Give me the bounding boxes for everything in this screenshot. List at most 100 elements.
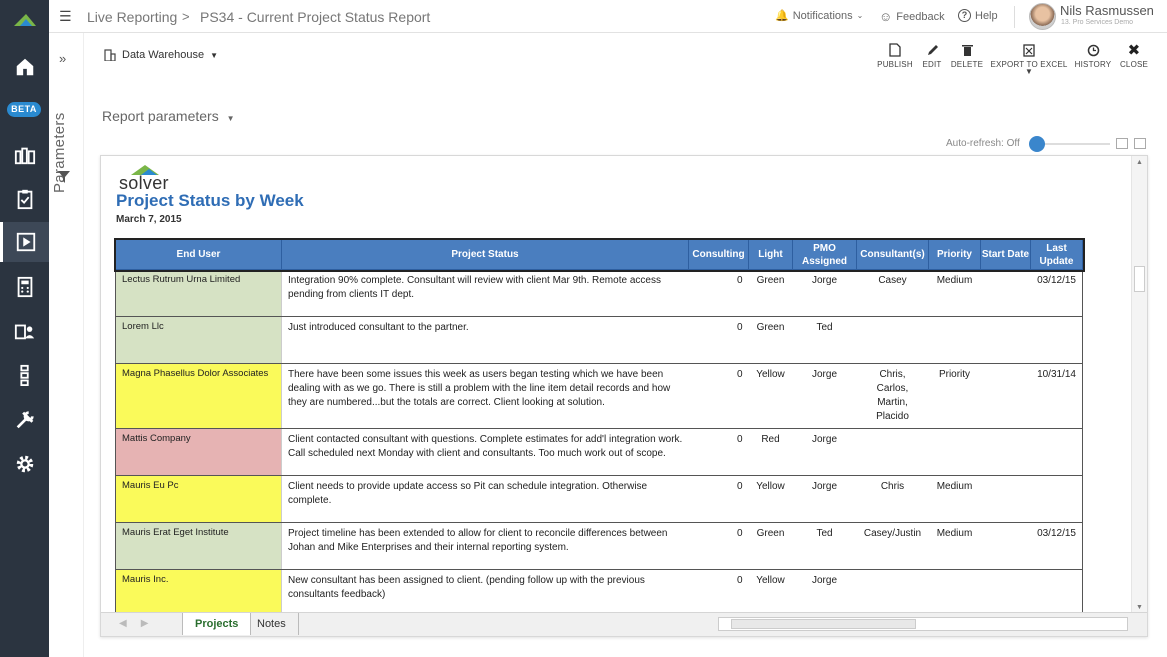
status-table: End User Project Status Consulting Light… bbox=[113, 237, 1085, 636]
tab-notes[interactable]: Notes bbox=[245, 613, 299, 635]
breadcrumb-root[interactable]: Live Reporting bbox=[87, 9, 178, 25]
avatar[interactable] bbox=[1029, 3, 1056, 30]
cell-light: Yellow bbox=[748, 363, 793, 429]
table-row[interactable]: Mauris Erat Eget Institute Project timeli… bbox=[115, 522, 1083, 570]
cell-light: Red bbox=[748, 428, 793, 476]
settings-gear-icon[interactable] bbox=[0, 444, 49, 484]
data-users-icon[interactable] bbox=[0, 311, 49, 351]
cell-start bbox=[980, 428, 1031, 476]
sheet-nav-arrows[interactable]: ◀▶ bbox=[119, 618, 163, 629]
history-button[interactable]: HISTORY bbox=[1073, 40, 1113, 69]
cell-status: Client needs to provide update access so… bbox=[281, 475, 689, 523]
expand-chevron-icon[interactable]: » bbox=[59, 51, 67, 66]
notifications-menu[interactable]: 🔔 Notifications ⌄ bbox=[775, 9, 863, 23]
scroll-down-icon[interactable]: ▼ bbox=[1136, 604, 1143, 611]
cell-start bbox=[980, 569, 1031, 617]
popout-icon[interactable] bbox=[1116, 138, 1128, 149]
table-row[interactable]: Mauris Inc. New consultant has been assig… bbox=[115, 569, 1083, 617]
column-header[interactable]: PMO Assigned bbox=[792, 239, 857, 270]
column-header[interactable]: Priority bbox=[928, 239, 981, 270]
hierarchy-icon[interactable] bbox=[0, 355, 49, 395]
help-label: Help bbox=[975, 9, 998, 22]
tasks-icon[interactable] bbox=[0, 179, 49, 219]
publish-button[interactable]: PUBLISH bbox=[876, 40, 914, 69]
solver-logo-icon[interactable] bbox=[12, 12, 38, 28]
report-title: Project Status by Week bbox=[116, 191, 304, 210]
divider bbox=[1014, 6, 1015, 28]
cell-pmo: Ted bbox=[792, 522, 857, 570]
cell-update: 03/12/15 bbox=[1030, 522, 1083, 570]
home-icon[interactable] bbox=[0, 47, 49, 87]
column-header[interactable]: Consulting bbox=[688, 239, 749, 270]
menu-icon[interactable]: ☰ bbox=[59, 8, 72, 24]
column-header[interactable]: Start Date bbox=[980, 239, 1031, 270]
cell-priority: Medium bbox=[928, 269, 981, 317]
grid-view-icon[interactable] bbox=[1134, 138, 1146, 149]
table-row[interactable]: Mattis Company Client contacted consultan… bbox=[115, 428, 1083, 476]
cell-update bbox=[1030, 475, 1083, 523]
help-link[interactable]: ? Help bbox=[958, 9, 998, 22]
user-name[interactable]: Nils Rasmussen bbox=[1060, 3, 1154, 18]
vertical-scrollbar[interactable]: ▲ ▼ bbox=[1131, 156, 1147, 614]
export-label: EXPORT TO EXCEL bbox=[990, 60, 1068, 69]
tools-icon[interactable] bbox=[0, 400, 49, 440]
close-button[interactable]: ✖ CLOSE bbox=[1118, 40, 1150, 69]
feedback-link[interactable]: ☺ Feedback bbox=[879, 9, 945, 24]
cell-status: Integration 90% complete. Consultant wil… bbox=[281, 269, 689, 317]
smiley-icon: ☺ bbox=[879, 9, 893, 24]
cell-priority: Medium bbox=[928, 522, 981, 570]
horizontal-scrollbar[interactable] bbox=[718, 617, 1128, 631]
cell-consultants bbox=[856, 316, 929, 364]
breadcrumb-separator: > bbox=[182, 9, 190, 24]
column-header[interactable]: End User bbox=[115, 239, 282, 270]
column-header[interactable]: Last Update bbox=[1030, 239, 1083, 270]
report-parameters-toggle[interactable]: Report parameters ▼ bbox=[102, 108, 235, 124]
excel-icon bbox=[990, 40, 1068, 60]
calculator-icon[interactable] bbox=[0, 267, 49, 307]
edit-button[interactable]: EDIT bbox=[919, 40, 945, 69]
solver-logo-text: solver bbox=[119, 173, 169, 193]
cell-consultants: Casey bbox=[856, 269, 929, 317]
autorefresh-slider-track[interactable] bbox=[1036, 143, 1110, 145]
table-row[interactable]: Mauris Eu Pc Client needs to provide upda… bbox=[115, 475, 1083, 523]
column-header[interactable]: Project Status bbox=[281, 239, 689, 270]
cell-pmo: Jorge bbox=[792, 475, 857, 523]
library-icon[interactable] bbox=[0, 135, 49, 175]
bell-icon: 🔔 bbox=[775, 10, 789, 22]
cell-update: 10/31/14 bbox=[1030, 363, 1083, 429]
delete-button[interactable]: DELETE bbox=[949, 40, 985, 69]
table-row[interactable]: Lectus Rutrum Urna Limited Integration 90… bbox=[115, 269, 1083, 317]
breadcrumb-current: PS34 - Current Project Status Report bbox=[200, 9, 431, 25]
column-header[interactable]: Light bbox=[748, 239, 793, 270]
cell-update: 03/12/15 bbox=[1030, 269, 1083, 317]
report-viewer: solver Project Status by Week March 7, 2… bbox=[100, 155, 1148, 637]
table-row[interactable]: Lorem Llc Just introduced consultant to t… bbox=[115, 316, 1083, 364]
cell-pmo: Jorge bbox=[792, 428, 857, 476]
filter-icon[interactable] bbox=[58, 171, 70, 183]
cell-consultants bbox=[856, 569, 929, 617]
cell-user: Mauris Inc. bbox=[115, 569, 282, 617]
horizontal-scroll-thumb[interactable] bbox=[731, 619, 916, 629]
data-source-selector[interactable]: Data Warehouse ▼ bbox=[104, 49, 218, 61]
cell-light: Green bbox=[748, 316, 793, 364]
cell-status: Just introduced consultant to the partne… bbox=[281, 316, 689, 364]
table-row[interactable]: Magna Phasellus Dolor Associates There ha… bbox=[115, 363, 1083, 429]
cell-light: Green bbox=[748, 269, 793, 317]
scroll-thumb[interactable] bbox=[1134, 266, 1145, 292]
reports-icon[interactable] bbox=[0, 222, 49, 262]
cell-consulting: 0 bbox=[688, 269, 749, 317]
tab-projects[interactable]: Projects bbox=[182, 613, 252, 635]
left-nav: BETA bbox=[0, 0, 49, 657]
publish-label: PUBLISH bbox=[877, 60, 913, 69]
column-header[interactable]: Consultant(s) bbox=[856, 239, 929, 270]
cell-pmo: Jorge bbox=[792, 269, 857, 317]
report-date: March 7, 2015 bbox=[116, 214, 182, 225]
cell-consulting: 0 bbox=[688, 475, 749, 523]
edit-label: EDIT bbox=[922, 60, 942, 69]
scroll-up-icon[interactable]: ▲ bbox=[1136, 159, 1143, 166]
autorefresh-toggle[interactable] bbox=[1029, 136, 1045, 152]
beta-badge: BETA bbox=[7, 102, 41, 117]
cell-start bbox=[980, 269, 1031, 317]
export-to-excel-button[interactable]: EXPORT TO EXCEL ▼ bbox=[990, 40, 1068, 76]
cell-consulting: 0 bbox=[688, 316, 749, 364]
